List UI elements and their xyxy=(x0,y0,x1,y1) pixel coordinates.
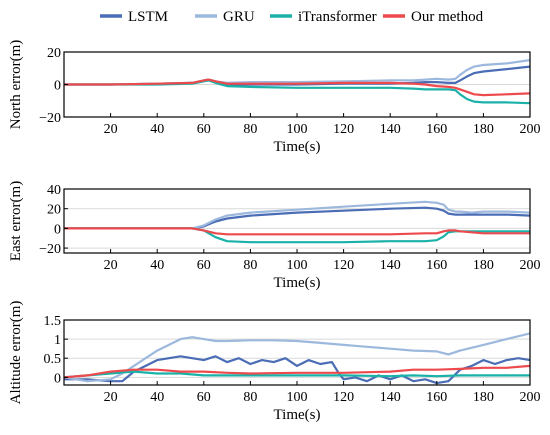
x-axis-label: Time(s) xyxy=(274,407,321,423)
legend-item: Our method xyxy=(383,9,484,25)
x-tick-label: 160 xyxy=(426,258,447,273)
x-tick-label: 200 xyxy=(520,122,541,137)
x-tick-label: 180 xyxy=(473,258,494,273)
panels: 20 40 60 80 100 120 140 160 180 200200−20Time(s)N… xyxy=(8,40,541,423)
chart-panel-2: 20 40 60 80 100 120 140 160 180 20040200−20Time(s… xyxy=(8,181,541,291)
x-tick-label: 100 xyxy=(287,258,308,273)
legend-label: Our method xyxy=(411,9,484,25)
legend-item: LSTM xyxy=(100,9,168,25)
y-tick-label: 20 xyxy=(47,46,61,61)
y-tick-label: 0.5 xyxy=(44,352,62,367)
y-tick-label: 0 xyxy=(54,79,61,94)
x-tick-label: 100 xyxy=(287,390,308,405)
x-tick-label: 80 xyxy=(243,390,257,405)
series-line-our-method xyxy=(64,364,530,379)
x-tick-label: 140 xyxy=(380,258,401,273)
x-tick-label: 160 xyxy=(426,390,447,405)
x-tick-label: 120 xyxy=(333,122,354,137)
series-line-our-method xyxy=(64,78,530,97)
y-tick-label: 0 xyxy=(54,371,61,386)
x-tick-label: 120 xyxy=(333,258,354,273)
x-tick-label: 60 xyxy=(197,122,211,137)
x-tick-label: 160 xyxy=(426,122,447,137)
x-axis-label: Time(s) xyxy=(274,275,321,291)
y-tick-label: 1 xyxy=(54,333,61,348)
legend: LSTM GRU iTransformer Our method xyxy=(100,9,484,25)
x-tick-label: 80 xyxy=(243,122,257,137)
x-tick-label: 80 xyxy=(243,258,257,273)
series-group xyxy=(64,200,530,244)
x-tick-label: 20 xyxy=(104,122,118,137)
y-axis-label: North error(m) xyxy=(8,40,24,130)
y-tick-label: 1.5 xyxy=(44,314,62,329)
y-axis-label: East error(m) xyxy=(8,181,24,261)
y-tick-label: −20 xyxy=(39,111,61,126)
legend-label: LSTM xyxy=(128,9,168,25)
x-tick-label: 20 xyxy=(104,390,118,405)
x-tick-label: 180 xyxy=(473,390,494,405)
series-line-itransformer xyxy=(64,370,530,379)
legend-label: iTransformer xyxy=(298,9,377,25)
x-tick-label: 40 xyxy=(150,390,164,405)
y-tick-label: 40 xyxy=(47,183,61,198)
series-group xyxy=(64,58,530,105)
x-tick-label: 100 xyxy=(287,122,308,137)
legend-item: GRU xyxy=(195,9,255,25)
x-axis-label: Time(s) xyxy=(274,139,321,155)
chart-panel-1: 20 40 60 80 100 120 140 160 180 200200−20Time(s)N… xyxy=(8,40,541,155)
y-tick-label: 0 xyxy=(54,222,61,237)
x-tick-label: 120 xyxy=(333,390,354,405)
x-tick-label: 180 xyxy=(473,122,494,137)
x-tick-label: 200 xyxy=(520,258,541,273)
series-line-gru xyxy=(64,332,530,383)
chart-panel-3: 20 40 60 80 100 120 140 160 180 200 1.5 1 0.5 0 Time(s… xyxy=(8,301,541,423)
series-group xyxy=(64,332,530,385)
y-tick-label: 20 xyxy=(47,203,61,218)
axes-frame xyxy=(63,188,531,254)
x-tick-label: 200 xyxy=(520,390,541,405)
series-line-our-method xyxy=(64,227,530,236)
x-tick-label: 40 xyxy=(150,122,164,137)
legend-label: GRU xyxy=(223,9,255,25)
x-tick-label: 60 xyxy=(197,390,211,405)
x-tick-label: 60 xyxy=(197,258,211,273)
y-axis-label: Altitude error(m) xyxy=(8,301,24,405)
y-tick-label: −20 xyxy=(39,242,61,257)
x-tick-label: 140 xyxy=(380,390,401,405)
legend-item: iTransformer xyxy=(270,9,377,25)
x-tick-label: 20 xyxy=(104,258,118,273)
x-tick-label: 140 xyxy=(380,122,401,137)
x-tick-label: 40 xyxy=(150,258,164,273)
